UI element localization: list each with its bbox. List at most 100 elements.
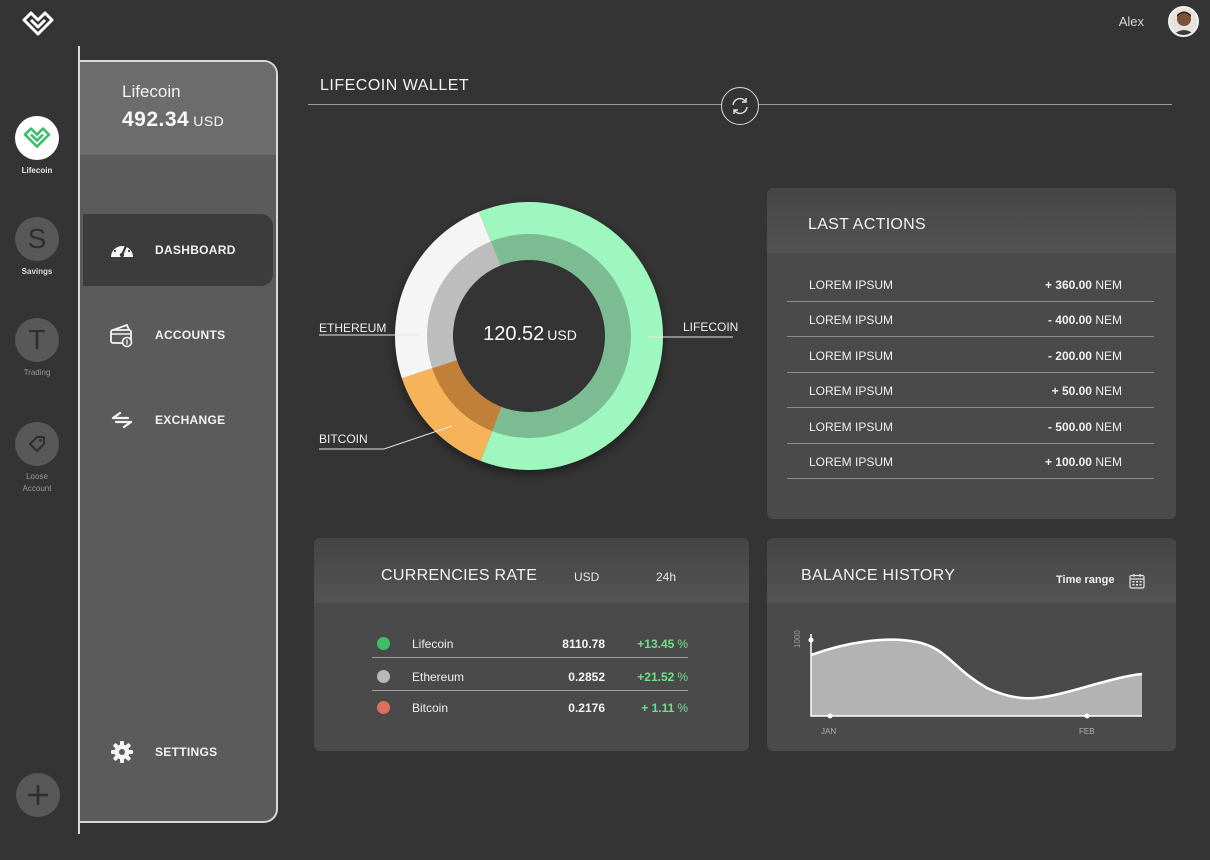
- last-actions-title: LAST ACTIONS: [808, 216, 927, 233]
- donut-hole: [453, 260, 605, 412]
- currency-name: Bitcoin: [412, 701, 449, 715]
- nav-exchange[interactable]: EXCHANGE: [83, 384, 273, 456]
- action-unit: NEM: [1095, 313, 1122, 328]
- last-actions-header: LAST ACTIONS: [767, 188, 1176, 253]
- plus-icon: [28, 785, 48, 805]
- add-account-button[interactable]: [16, 773, 60, 817]
- action-label: LOREM IPSUM: [809, 455, 894, 469]
- nav-accounts-label: ACCOUNTS: [155, 328, 226, 342]
- rail-label-trading: Trading: [23, 368, 51, 377]
- nav-settings[interactable]: SETTINGS: [83, 716, 273, 788]
- currency-change: +21.52%: [622, 670, 688, 684]
- action-label: LOREM IPSUM: [809, 278, 894, 292]
- user-avatar[interactable]: [1168, 6, 1199, 37]
- action-amount: + 360.00 NEM: [1045, 278, 1122, 292]
- balance-history-chart: 1000 JAN FEB: [793, 630, 1143, 736]
- action-row[interactable]: LOREM IPSUM + 360.00 NEM: [787, 267, 1154, 302]
- balance-history-header: BALANCE HISTORY Time range: [767, 538, 1176, 603]
- wallet-coin-icon: [109, 322, 135, 348]
- app-logo-icon[interactable]: [22, 10, 54, 38]
- action-value: + 360.00: [1044, 278, 1092, 292]
- calendar-icon[interactable]: [1129, 573, 1145, 589]
- action-row[interactable]: LOREM IPSUM - 400.00 NEM: [787, 302, 1154, 338]
- savings-icon: S: [15, 217, 59, 261]
- user-name[interactable]: Alex: [1118, 14, 1144, 29]
- bitcoin-leader-line: [319, 425, 453, 450]
- currency-change-value: +21.52: [637, 670, 675, 684]
- bitcoin-label: BITCOIN: [319, 432, 368, 446]
- action-row[interactable]: LOREM IPSUM - 500.00 NEM: [787, 409, 1154, 444]
- action-unit: NEM: [1095, 384, 1122, 399]
- donut-segment-bitcoin[interactable]: [401, 359, 502, 461]
- feb-marker: [1084, 713, 1090, 719]
- exchange-arrows-icon: [109, 407, 135, 433]
- action-value: + 100.00: [1044, 455, 1092, 469]
- rail-item-loose-account[interactable]: Loose Account: [14, 422, 60, 495]
- currency-change-pct: %: [677, 670, 688, 684]
- action-amount: + 50.00 NEM: [1052, 384, 1122, 398]
- balance-unit: USD: [193, 113, 225, 129]
- side-panel: Lifecoin 492.34 USD DASHBOARD: [80, 60, 278, 823]
- action-value: - 200.00: [1047, 348, 1092, 363]
- currency-change-pct: %: [677, 637, 688, 651]
- x-tick-feb: FEB: [1079, 727, 1095, 736]
- currency-selector[interactable]: USD: [574, 570, 600, 584]
- currency-price: 0.2176: [568, 701, 605, 715]
- nav-exchange-label: EXCHANGE: [155, 413, 226, 427]
- time-range-button[interactable]: Time range: [1056, 574, 1115, 586]
- action-row[interactable]: LOREM IPSUM - 200.00 NEM: [787, 338, 1154, 373]
- history-axes: [810, 634, 1142, 717]
- donut-segment-lifecoin[interactable]: [478, 202, 663, 470]
- y-axis-handle: [808, 637, 814, 643]
- action-amount: - 200.00 NEM: [1048, 349, 1122, 363]
- balance-amount: 492.34 USD: [122, 108, 224, 132]
- nav-accounts[interactable]: ACCOUNTS: [83, 299, 273, 371]
- rail-label-loose-account: Loose Account: [22, 472, 52, 493]
- wallet-title: LIFECOIN WALLET: [320, 77, 470, 94]
- action-amount: - 400.00 NEM: [1048, 313, 1122, 327]
- action-row[interactable]: LOREM IPSUM + 100.00 NEM: [787, 444, 1154, 479]
- currency-price: 8110.78: [562, 637, 605, 651]
- action-label: LOREM IPSUM: [809, 313, 894, 328]
- action-value: - 500.00: [1047, 419, 1092, 434]
- currency-row[interactable]: Bitcoin 0.2176 + 1.11%: [372, 690, 688, 722]
- period-selector[interactable]: 24h: [656, 570, 677, 584]
- currency-row[interactable]: Lifecoin 8110.78 +13.45%: [372, 626, 688, 658]
- action-label: LOREM IPSUM: [809, 419, 894, 434]
- currency-color-dot: [377, 701, 390, 714]
- ethereum-label: ETHEREUM: [319, 321, 386, 335]
- balance-history-title: BALANCE HISTORY: [801, 567, 956, 584]
- currency-change: + 1.11%: [622, 701, 688, 715]
- currency-price: 0.2852: [568, 670, 605, 684]
- currency-name: Lifecoin: [412, 637, 454, 651]
- currency-change-value: +13.45: [637, 637, 675, 651]
- refresh-button[interactable]: [721, 87, 759, 125]
- last-actions-card: LAST ACTIONS LOREM IPSUM + 360.00 NEM LORE…: [767, 188, 1176, 519]
- action-value: + 50.00: [1051, 384, 1092, 399]
- wallet-donut-chart: ETHEREUM LIFECOIN BITCOIN: [319, 202, 738, 470]
- nav-settings-label: SETTINGS: [155, 745, 218, 759]
- action-amount: + 100.00 NEM: [1045, 455, 1122, 469]
- wallet-total: 120.52 USD: [440, 323, 620, 346]
- refresh-icon: [732, 97, 748, 115]
- currencies-header: CURRENCIES RATE USD 24h: [314, 538, 749, 603]
- gear-icon: [109, 739, 135, 765]
- jan-marker: [827, 713, 833, 719]
- rail-item-savings[interactable]: S Savings: [14, 217, 60, 278]
- rail-item-lifecoin[interactable]: Lifecoin: [14, 116, 60, 177]
- rail-divider: [78, 46, 80, 834]
- rail-item-trading[interactable]: T Trading: [14, 318, 60, 379]
- currency-name: Ethereum: [412, 670, 465, 684]
- action-value: - 400.00: [1047, 313, 1092, 328]
- action-row[interactable]: LOREM IPSUM + 50.00 NEM: [787, 373, 1154, 409]
- donut-inner-segment-lifecoin: [490, 234, 631, 438]
- currency-row[interactable]: Ethereum 0.2852 +21.52%: [372, 659, 688, 691]
- speedometer-icon: [109, 237, 135, 263]
- action-unit: NEM: [1095, 348, 1122, 363]
- nav-dashboard[interactable]: DASHBOARD: [83, 214, 273, 286]
- currencies-rate-card: CURRENCIES RATE USD 24h Lifecoin 8110.78 +…: [314, 538, 749, 751]
- donut-inner-segment-bitcoin: [432, 359, 502, 432]
- balance-value: 492.34: [122, 108, 190, 131]
- history-area: [811, 639, 1142, 716]
- lifecoin-logo-icon: [15, 116, 59, 160]
